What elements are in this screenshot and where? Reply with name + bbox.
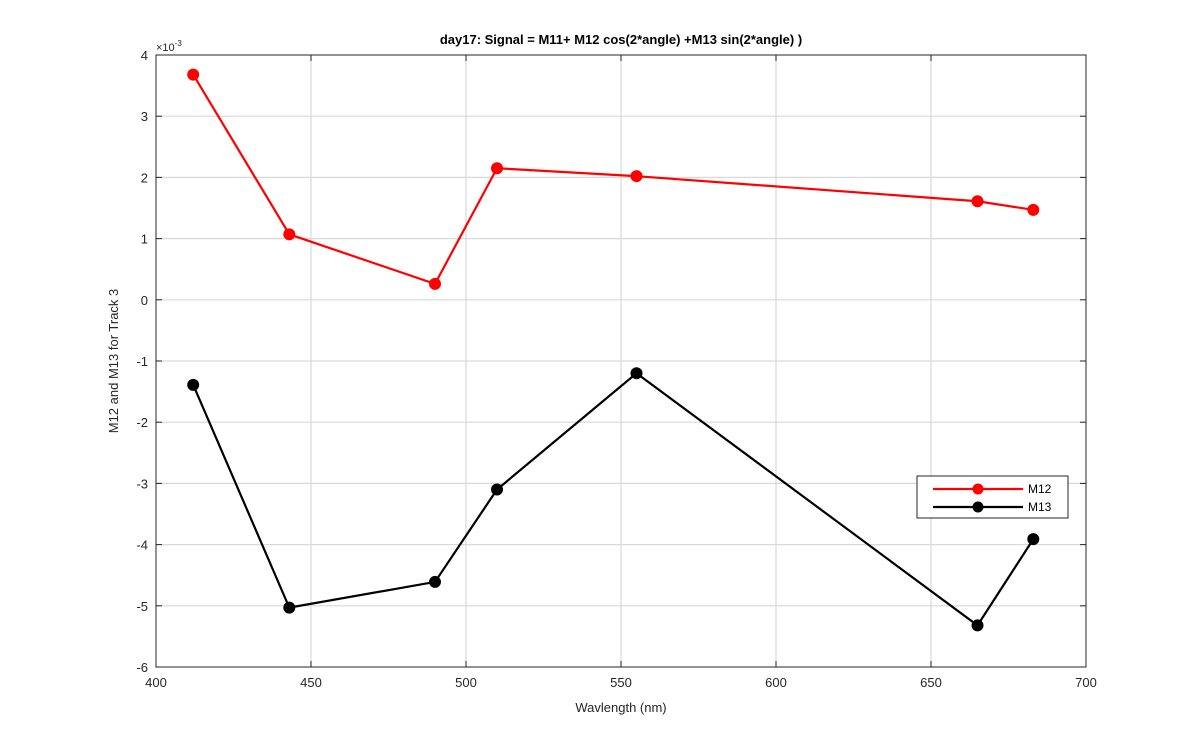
data-point-m13 xyxy=(630,367,643,380)
y-tick-label: 1 xyxy=(141,232,148,247)
x-tick-label: 600 xyxy=(765,675,787,690)
y-tick-label: 2 xyxy=(141,170,148,185)
legend-swatch-marker xyxy=(972,483,984,495)
data-point-m12 xyxy=(630,170,643,183)
x-tick-label: 500 xyxy=(455,675,477,690)
series-line-m13 xyxy=(192,371,1035,627)
x-tick-label: 700 xyxy=(1075,675,1097,690)
data-point-m12 xyxy=(283,228,296,241)
data-point-m12 xyxy=(187,68,200,81)
axis-ticks: 400 450 500 550 600 650 700 -6 -5 -4 -3 -2 -1 0 1 2 3 4 xyxy=(136,48,1096,690)
data-point-m12 xyxy=(1027,203,1040,216)
series-line-m12 xyxy=(192,74,1034,286)
legend-box xyxy=(916,475,1069,519)
data-point-m13 xyxy=(1027,533,1040,546)
y-axis-exponent: ×10-3 xyxy=(156,39,182,54)
data-point-m12 xyxy=(429,277,441,290)
x-axis-label: Wavlength (nm) xyxy=(575,700,666,715)
data-point-m13 xyxy=(283,601,296,614)
data-point-m13 xyxy=(187,378,200,391)
y-tick-label: -1 xyxy=(136,354,148,369)
y-tick-label: -5 xyxy=(136,599,148,614)
x-tick-label: 400 xyxy=(145,675,167,690)
series-layer xyxy=(187,68,1040,632)
grid-lines xyxy=(156,55,1086,667)
legend-label: M13 xyxy=(1028,500,1052,514)
data-point-m13 xyxy=(429,575,441,588)
y-exponent-power: -3 xyxy=(175,39,183,48)
x-tick-label: 650 xyxy=(920,675,942,690)
legend-item-m12: M12 xyxy=(933,482,1052,496)
legend-item-m13: M13 xyxy=(933,500,1052,514)
y-axis-label: M12 and M13 for Track 3 xyxy=(106,289,121,434)
y-tick-label: 3 xyxy=(141,109,148,124)
data-point-m13 xyxy=(971,619,984,632)
y-tick-label: -2 xyxy=(136,415,148,430)
series-m12 xyxy=(187,68,1040,290)
plot-frame xyxy=(155,54,1087,668)
data-point-m12 xyxy=(491,162,503,175)
y-tick-label: -4 xyxy=(136,538,148,553)
y-tick-label: -3 xyxy=(136,476,148,491)
legend-swatch-marker xyxy=(972,501,984,513)
legend-label: M12 xyxy=(1028,482,1052,496)
y-exponent-base: ×10 xyxy=(156,42,175,54)
series-m13 xyxy=(187,367,1040,632)
x-tick-label: 450 xyxy=(300,675,322,690)
chart-title: day17: Signal = M11+ M12 cos(2*angle) +M… xyxy=(440,32,802,47)
y-tick-label: 0 xyxy=(141,293,148,308)
data-point-m13 xyxy=(491,483,503,496)
x-tick-label: 550 xyxy=(610,675,632,690)
y-tick-label: -6 xyxy=(136,660,148,675)
data-point-m12 xyxy=(971,195,984,208)
y-tick-label: 4 xyxy=(141,48,148,63)
